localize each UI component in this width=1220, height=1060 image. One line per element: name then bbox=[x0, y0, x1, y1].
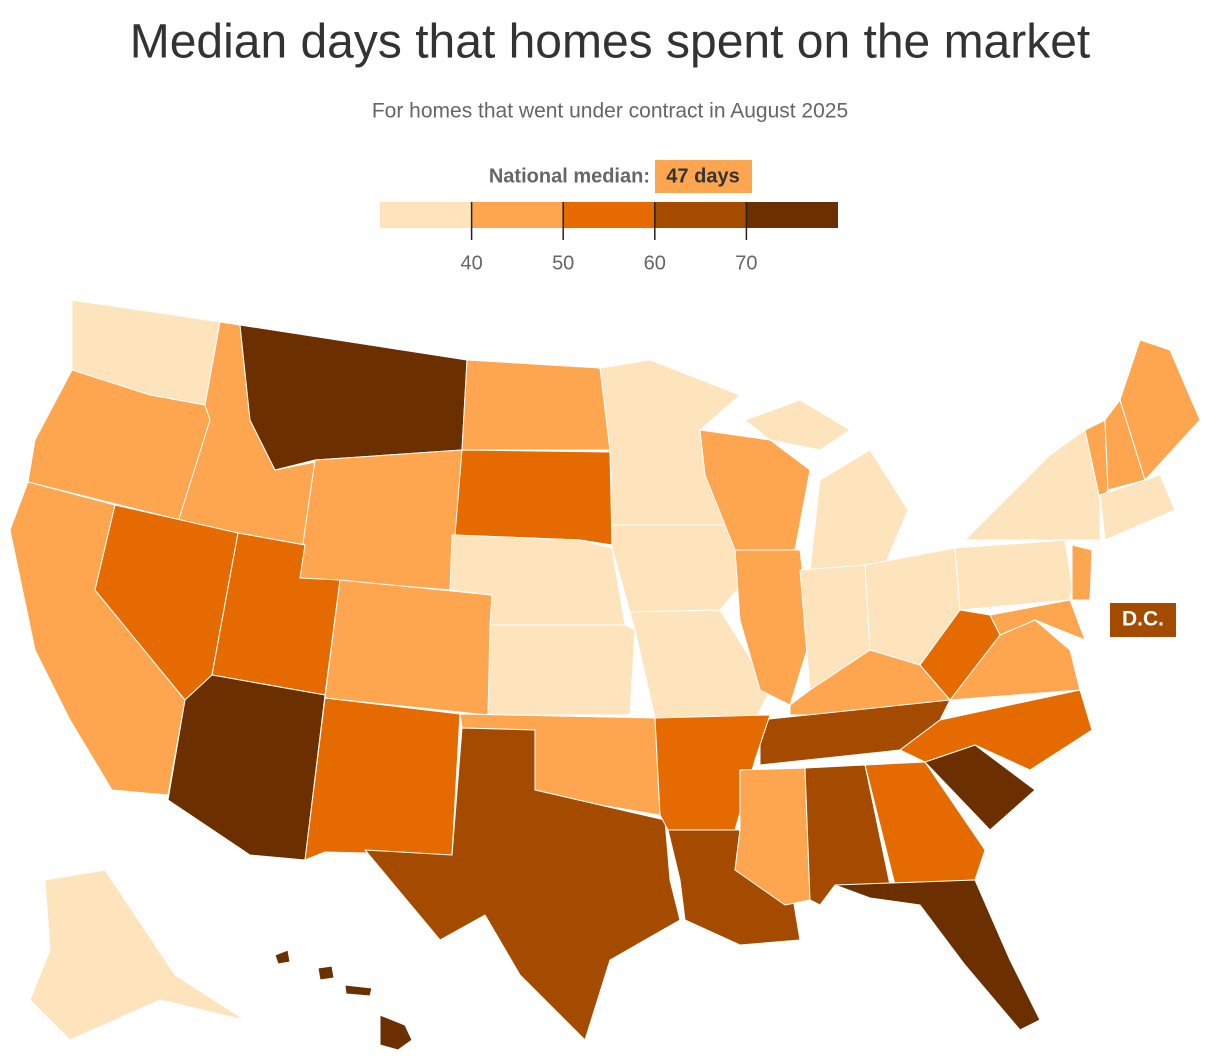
state bbox=[834, 879, 1041, 1031]
median-highlight-box bbox=[655, 160, 752, 193]
median-highlight: 47 days bbox=[666, 165, 739, 187]
state bbox=[29, 869, 246, 1041]
state bbox=[864, 761, 986, 886]
scale-band bbox=[563, 202, 655, 228]
scale-tick-label: 50 bbox=[552, 252, 574, 274]
state bbox=[1119, 339, 1201, 481]
dc-label: D.C. bbox=[1122, 608, 1164, 631]
scale-band bbox=[471, 202, 564, 228]
state bbox=[461, 359, 611, 451]
state bbox=[304, 697, 461, 861]
state bbox=[379, 1014, 413, 1051]
state bbox=[1099, 474, 1176, 541]
scale-tick-label: 60 bbox=[644, 252, 666, 274]
state bbox=[954, 539, 1073, 611]
state bbox=[364, 727, 681, 1041]
state bbox=[317, 965, 335, 981]
scale-band bbox=[380, 202, 472, 228]
state bbox=[744, 399, 851, 451]
state bbox=[1071, 544, 1093, 601]
state bbox=[964, 429, 1101, 541]
scale-tick-label: 70 bbox=[735, 252, 757, 274]
state bbox=[989, 599, 1086, 641]
subtitle: For homes that went under contract in Au… bbox=[372, 100, 848, 123]
state bbox=[344, 984, 373, 997]
state bbox=[274, 949, 291, 965]
scale-band bbox=[746, 202, 838, 228]
scale-band bbox=[654, 202, 747, 228]
state bbox=[324, 579, 493, 716]
state bbox=[809, 449, 909, 571]
state bbox=[167, 674, 326, 861]
state bbox=[487, 624, 636, 716]
state bbox=[899, 689, 1093, 771]
state bbox=[611, 524, 751, 613]
legend-label: National median: bbox=[489, 165, 650, 187]
state bbox=[239, 324, 468, 471]
color-scale: 40 50 60 70 bbox=[380, 202, 838, 274]
map bbox=[9, 299, 1201, 1051]
scale-tick-label: 40 bbox=[460, 252, 482, 274]
state bbox=[297, 449, 463, 591]
title: Median days that homes spent on the mark… bbox=[130, 16, 1091, 69]
dc-box bbox=[1110, 603, 1176, 637]
state bbox=[454, 449, 613, 546]
